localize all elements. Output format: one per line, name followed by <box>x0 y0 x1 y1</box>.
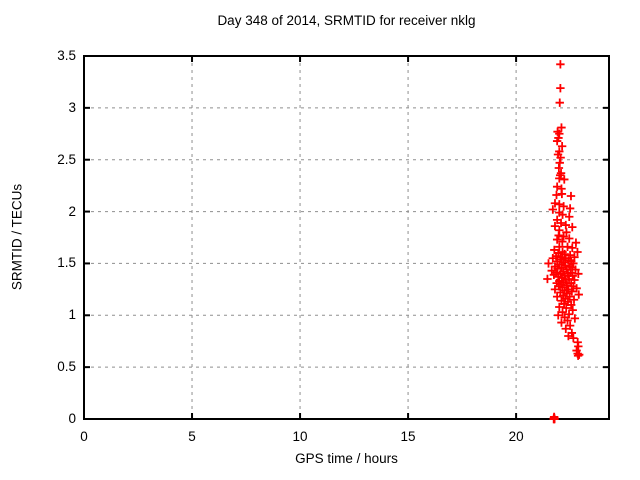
data-point-marker <box>565 204 575 213</box>
x-tick-label: 20 <box>508 429 524 444</box>
data-point-marker <box>566 191 576 201</box>
chart-title: Day 348 of 2014, SRMTID for receiver nkl… <box>217 13 476 28</box>
x-tick-label: 5 <box>188 429 196 444</box>
y-tick-label: 0.5 <box>57 359 76 375</box>
data-point-marker <box>565 292 574 301</box>
data-point-marker <box>574 342 583 351</box>
data-point-marker <box>559 202 568 211</box>
data-point-marker <box>565 234 574 243</box>
data-point-marker <box>557 263 566 272</box>
y-tick-label: 2.5 <box>57 151 76 167</box>
data-point-marker <box>556 218 566 228</box>
data-point-marker <box>552 190 561 200</box>
x-axis-label: GPS time / hours <box>295 451 398 466</box>
data-point-marker <box>572 284 581 293</box>
data-point-marker <box>555 302 564 312</box>
plot-border <box>83 55 610 420</box>
y-tick-label: 0 <box>68 411 76 426</box>
data-point-marker <box>573 351 583 360</box>
y-axis-label: SRMTID / TECUs <box>9 183 25 291</box>
data-point-marker <box>556 83 565 93</box>
data-point-marker <box>565 250 575 260</box>
data-point-marker <box>574 350 584 359</box>
data-point-marker <box>550 199 560 208</box>
data-point-marker <box>564 310 574 319</box>
data-point-marker <box>557 189 567 199</box>
data-point-marker <box>543 274 552 284</box>
data-point-marker <box>552 136 562 146</box>
data-point-marker <box>555 200 564 209</box>
data-point-marker <box>561 324 570 333</box>
data-point-marker <box>557 123 566 132</box>
data-point-marker <box>555 174 564 183</box>
data-point-marker <box>550 285 560 294</box>
data-point-marker <box>574 290 583 299</box>
data-point-marker <box>560 249 569 259</box>
data-point-marker <box>561 220 570 230</box>
data-point-marker <box>563 316 572 325</box>
data-point-marker <box>562 281 572 290</box>
plot-area <box>83 55 610 424</box>
data-point-marker <box>554 231 563 240</box>
data-point-marker <box>555 98 564 107</box>
data-point-marker <box>565 321 575 330</box>
scatter-plot-svg <box>83 55 610 424</box>
data-point-marker <box>554 163 564 173</box>
data-point-marker <box>574 269 583 278</box>
data-point-marker <box>557 318 566 327</box>
data-point-marker <box>566 300 576 310</box>
y-tick-label: 3 <box>68 99 76 115</box>
data-point-marker <box>552 292 562 301</box>
x-tick-label: 15 <box>400 429 416 444</box>
y-tick-label: 3.5 <box>57 48 76 63</box>
data-point-marker <box>549 270 559 280</box>
data-point-marker <box>552 235 562 244</box>
data-point-marker <box>570 314 580 323</box>
data-point-marker <box>549 412 559 422</box>
data-point-marker <box>563 242 572 252</box>
x-tick-label: 0 <box>80 429 88 444</box>
data-point-marker <box>555 242 564 252</box>
data-point-marker <box>548 254 558 263</box>
y-tick-label: 1.5 <box>57 255 76 271</box>
data-point-marker <box>564 331 573 341</box>
data-point-marker <box>558 307 567 317</box>
scatter-points <box>543 60 584 424</box>
data-point-marker <box>569 295 579 304</box>
data-point-marker <box>568 222 577 232</box>
data-point-marker <box>571 238 581 247</box>
data-point-marker <box>559 232 568 241</box>
data-point-marker <box>554 311 563 320</box>
data-point-marker <box>548 205 558 214</box>
data-point-marker <box>550 221 560 231</box>
data-point-marker <box>552 182 562 191</box>
data-point-marker <box>573 247 582 257</box>
data-point-marker <box>544 259 553 268</box>
data-point-marker <box>558 210 567 219</box>
data-point-marker <box>567 287 577 296</box>
data-point-marker <box>569 333 578 343</box>
data-point-marker <box>556 60 565 69</box>
x-tick-label: 10 <box>292 429 308 444</box>
data-point-marker <box>557 142 567 151</box>
data-point-marker <box>560 175 569 184</box>
y-tick-label: 2 <box>68 203 76 219</box>
data-point-marker <box>565 212 574 221</box>
data-point-marker <box>568 243 577 253</box>
data-point-marker <box>553 264 562 273</box>
data-point-marker <box>558 237 567 246</box>
y-tick-label: 1 <box>68 307 76 323</box>
